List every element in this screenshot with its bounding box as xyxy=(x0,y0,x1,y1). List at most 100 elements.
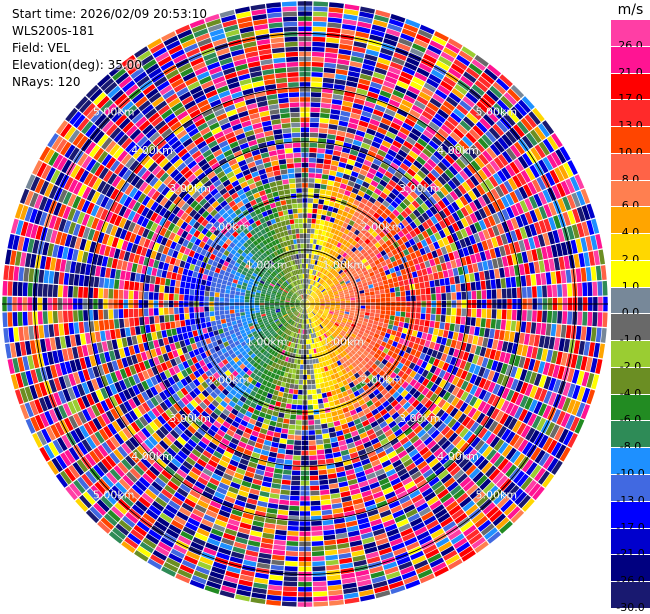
velocity-bin xyxy=(336,466,345,472)
velocity-bin xyxy=(309,173,315,178)
velocity-bin xyxy=(415,283,420,289)
velocity-bin xyxy=(441,293,446,300)
velocity-bin xyxy=(327,134,336,140)
velocity-bin xyxy=(561,325,567,338)
velocity-bin xyxy=(355,297,360,300)
velocity-bin xyxy=(287,531,298,536)
velocity-bin xyxy=(281,382,286,387)
velocity-bin xyxy=(546,272,552,284)
velocity-bin xyxy=(325,550,337,556)
velocity-bin xyxy=(267,393,273,399)
velocity-bin xyxy=(310,364,314,369)
velocity-bin xyxy=(486,319,491,328)
velocity-bin xyxy=(270,447,278,453)
velocity-bin xyxy=(306,264,308,269)
velocity-bin xyxy=(338,126,347,132)
velocity-bin xyxy=(316,389,321,394)
velocity-bin xyxy=(436,308,441,315)
velocity-bin xyxy=(476,318,481,327)
velocity-bin xyxy=(576,268,582,282)
velocity-bin xyxy=(379,318,384,323)
velocity-bin xyxy=(379,285,384,290)
velocity-bin xyxy=(325,555,338,561)
velocity-bin xyxy=(268,425,275,431)
velocity-bin xyxy=(326,458,334,464)
velocity-bin xyxy=(511,321,516,332)
velocity-bin xyxy=(312,389,317,394)
velocity-bin xyxy=(265,518,276,524)
velocity-bin xyxy=(324,443,332,449)
velocity-bin xyxy=(451,308,456,315)
velocity-bin xyxy=(332,99,343,105)
velocity-bin xyxy=(286,404,292,409)
velocity-bin xyxy=(273,390,279,396)
velocity-bin xyxy=(415,337,421,344)
velocity-bin xyxy=(317,209,322,214)
velocity-bin xyxy=(311,501,321,506)
velocity-bin xyxy=(334,182,341,188)
velocity-bin xyxy=(285,383,290,388)
velocity-bin xyxy=(331,109,341,115)
velocity-bin xyxy=(286,551,298,556)
velocity-bin xyxy=(291,379,295,384)
velocity-bin xyxy=(312,394,317,399)
velocity-bin xyxy=(499,268,505,278)
velocity-bin xyxy=(307,370,311,375)
velocity-bin xyxy=(318,199,324,204)
velocity-bin xyxy=(581,268,587,282)
velocity-bin xyxy=(331,411,338,417)
velocity-bin xyxy=(321,388,326,393)
velocity-bin xyxy=(436,264,442,272)
velocity-bin xyxy=(400,286,405,291)
velocity-bin xyxy=(313,581,327,586)
velocity-bin xyxy=(303,330,305,335)
velocity-bin xyxy=(522,287,527,298)
velocity-bin xyxy=(526,275,532,286)
velocity-bin xyxy=(266,600,281,606)
velocity-bin xyxy=(323,169,330,174)
velocity-bin xyxy=(311,92,321,97)
velocity-bin xyxy=(290,384,295,389)
velocity-bin xyxy=(272,478,281,484)
velocity-bin xyxy=(484,328,490,338)
velocity-bin xyxy=(314,184,320,189)
velocity-bin xyxy=(412,271,418,278)
velocity-bin xyxy=(391,272,397,278)
velocity-bin xyxy=(421,307,426,313)
velocity-bin xyxy=(278,448,286,454)
velocity-bin xyxy=(592,282,597,296)
velocity-bin xyxy=(472,309,477,317)
velocity-bin xyxy=(338,414,345,420)
velocity-bin xyxy=(320,189,326,194)
velocity-bin xyxy=(484,270,490,280)
velocity-bin xyxy=(271,488,281,494)
velocity-bin xyxy=(277,453,285,459)
velocity-bin xyxy=(426,294,431,300)
velocity-bin xyxy=(497,289,502,299)
velocity-bin xyxy=(320,118,329,123)
velocity-bin xyxy=(336,430,343,436)
velocity-bin xyxy=(307,380,311,385)
velocity-bin xyxy=(312,249,315,254)
velocity-bin xyxy=(326,190,332,196)
velocity-bin xyxy=(291,374,295,379)
velocity-bin xyxy=(312,57,324,62)
velocity-bin xyxy=(456,292,461,300)
velocity-bin xyxy=(325,453,333,459)
velocity-bin xyxy=(313,601,328,606)
velocity-bin xyxy=(321,179,328,184)
velocity-bin xyxy=(338,188,345,194)
velocity-bin xyxy=(281,433,288,438)
velocity-bin xyxy=(556,271,562,284)
velocity-bin xyxy=(312,244,316,249)
velocity-bin xyxy=(303,324,304,329)
velocity-bin xyxy=(492,289,497,298)
velocity-bin xyxy=(326,38,339,44)
velocity-bin xyxy=(339,204,345,210)
velocity-bin xyxy=(326,144,334,150)
velocity-bin xyxy=(325,448,333,454)
velocity-bin xyxy=(279,443,287,449)
velocity-bin xyxy=(315,173,322,178)
velocity-bin xyxy=(331,390,337,396)
velocity-bin xyxy=(290,420,296,425)
